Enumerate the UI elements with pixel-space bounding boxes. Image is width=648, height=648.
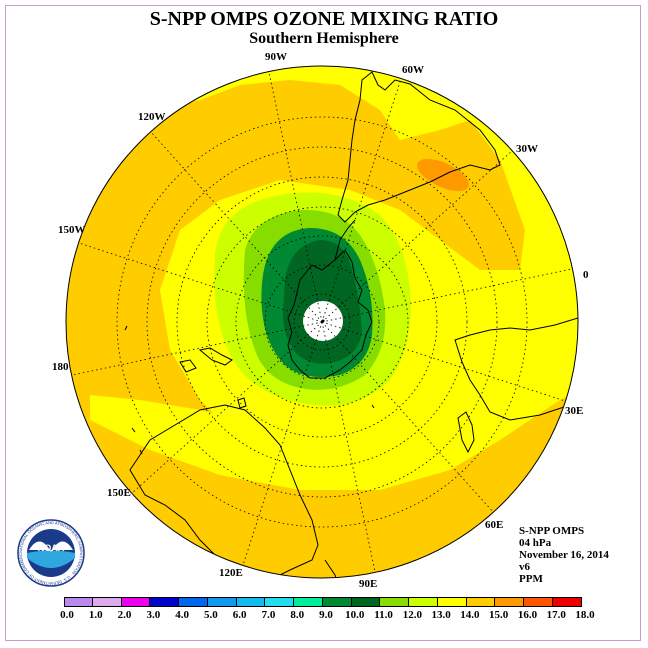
lon-label-180: 180 [52, 361, 69, 373]
colorbar-swatch [409, 597, 438, 607]
info-instrument: S-NPP OMPS [519, 525, 585, 537]
colorbar-swatch [92, 597, 122, 607]
colorbar-swatch [322, 597, 352, 607]
logo-text: NOAA [38, 543, 65, 553]
colorbar-tick-label: 18.0 [575, 609, 595, 621]
contour-13ppm-band [90, 340, 578, 490]
coastline-madagascar [457, 411, 475, 454]
lon-label-60w: 60W [402, 64, 424, 76]
colorbar-tick-label: 2.0 [117, 609, 132, 621]
lat-circle [235, 235, 409, 409]
colorbar-tick-label: 13.0 [431, 609, 451, 621]
lon-label-120e: 120E [219, 567, 243, 579]
latitude-grid [116, 116, 528, 528]
colorbar-tick-label: 4.0 [175, 609, 189, 621]
coastline-new-zealand-north [179, 359, 197, 373]
lat-circle [264, 264, 380, 380]
coastline-africa [454, 314, 578, 421]
colorbar-swatch [294, 597, 323, 607]
lon-label-30w: 30W [516, 143, 538, 155]
colorbar-tick-label: 1.0 [88, 609, 103, 621]
ozone-field [66, 66, 578, 578]
coastline-south-america [337, 71, 501, 223]
colorbar [64, 597, 582, 607]
colorbar-tick-label: 17.0 [546, 609, 566, 621]
lon-label-30e: 30E [565, 405, 583, 417]
coastlines [124, 71, 578, 578]
lon-label-60e: 60E [485, 519, 503, 531]
colorbar-tick-label: 9.0 [319, 609, 333, 621]
colorbar-tick-label: 11.0 [374, 609, 393, 621]
colorbar-tick-label: 15.0 [489, 609, 509, 621]
info-date: November 16, 2014 [519, 549, 609, 561]
lat-circle [206, 206, 438, 438]
colorbar-swatch [351, 597, 381, 607]
colorbar-swatch [553, 597, 582, 607]
page-frame [5, 5, 641, 641]
map-title: S-NPP OMPS OZONE MIXING RATIO [149, 8, 499, 30]
noaa-logo: NOAA NATIONAL OCEANIC AND ATMOSPHERIC AD… [16, 518, 85, 587]
colorbar-tick-label: 10.0 [345, 609, 365, 621]
lat-circle [146, 146, 498, 498]
colorbar-swatch [236, 597, 266, 607]
lat-circle [116, 116, 528, 528]
coastline-new-zealand [198, 347, 233, 366]
coastline-tasmania [237, 397, 247, 409]
coastline-australia [129, 404, 319, 578]
colorbar-swatch [265, 597, 295, 607]
colorbar-tick-label: 16.0 [517, 609, 538, 621]
coastline-antarctica [287, 249, 373, 379]
colorbar-swatch [150, 597, 180, 607]
lat-circle [293, 293, 351, 351]
info-version: v6 [519, 561, 530, 573]
colorbar-tick-label: 14.0 [460, 609, 480, 621]
map-boundary [65, 65, 579, 579]
colorbar-swatch [495, 597, 525, 607]
colorbar-tick-label: 5.0 [204, 609, 218, 621]
colorbar-swatch [524, 597, 554, 607]
colorbar-swatch [207, 597, 237, 607]
coastline-islands [124, 325, 375, 455]
colorbar-swatch [121, 597, 151, 607]
map-subtitle: Southern Hemisphere [249, 30, 399, 47]
longitude-labels: 90W 60W 120W 30W 150W 0 180 30E 150E 60E… [52, 51, 589, 590]
info-units: PPM [519, 573, 543, 585]
lon-label-90w: 90W [265, 51, 287, 63]
coastline-indonesia [324, 559, 341, 578]
lon-label-0: 0 [583, 269, 589, 281]
lon-label-150w: 150W [58, 224, 86, 236]
colorbar-swatch [64, 597, 93, 607]
colorbar-tick-label: 6.0 [232, 609, 247, 621]
colorbar-swatch [466, 597, 496, 607]
product-info: S-NPP OMPS 04 hPa November 16, 2014 v6 P… [519, 525, 609, 585]
lat-circle [176, 176, 468, 468]
lon-label-90e: 90E [359, 578, 377, 590]
colorbar-swatch [380, 597, 410, 607]
colorbar-swatch [437, 597, 467, 607]
colorbar-tick-label: 8.0 [290, 609, 305, 621]
colorbar-tick-label: 0.0 [60, 609, 74, 621]
colorbar-tick-label: 12.0 [402, 609, 422, 621]
lon-label-120w: 120W [138, 111, 166, 123]
colorbar-swatch [179, 597, 208, 607]
colorbar-tick-label: 3.0 [146, 609, 161, 621]
lon-label-150e: 150E [107, 487, 131, 499]
info-pressure: 04 hPa [519, 537, 552, 549]
colorbar-tick-label: 7.0 [261, 609, 276, 621]
coastline-antarctic-peninsula [334, 219, 356, 261]
